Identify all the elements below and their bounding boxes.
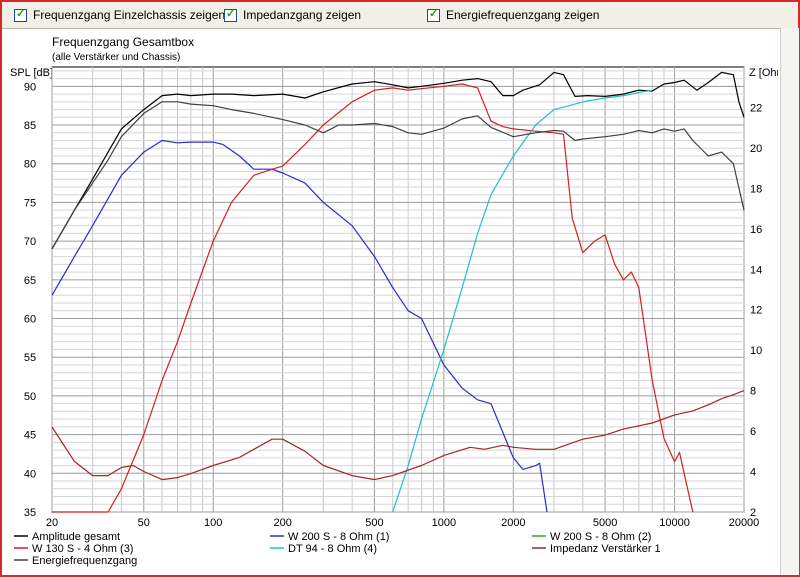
y2-tick-label: 14 [750,264,762,276]
series-line [392,89,653,513]
checkbox-box[interactable] [224,7,237,22]
legend-label: W 200 S - 8 Ohm (1) [288,531,389,543]
y-tick-label: 70 [24,236,36,248]
y2-tick-label: 22 [750,102,762,114]
y2-tick-label: 18 [750,183,762,195]
legend-label: DT 94 - 8 Ohm (4) [288,543,377,555]
series-line [51,139,548,513]
y2-tick-label: 4 [750,467,756,479]
legend-label: W 200 S - 8 Ohm (2) [550,531,651,543]
x-tick-label: 500 [365,517,383,529]
checkbox-impedanzgang[interactable]: Impedanzgang zeigen [224,7,362,22]
y2-axis-label: Z [Ohm] [749,67,778,79]
series-line [51,390,745,481]
legend-label: W 130 S - 4 Ohm (3) [32,543,133,555]
x-tick-label: 100 [204,517,222,529]
y-tick-label: 90 [24,81,36,93]
series-line [51,101,745,250]
checkbox-energiefrequenzgang[interactable]: Energiefrequenzgang zeigen [427,7,600,22]
y2-tick-label: 8 [750,386,756,398]
legend-label: Energiefrequenzgang [32,555,137,567]
checkbox-label: Energiefrequenzgang zeigen [446,8,600,22]
y-tick-label: 85 [24,120,36,132]
frequency-response-chart: Frequenzgang Gesamtbox (alle Verstärker … [10,35,778,567]
y-tick-label: 45 [24,430,36,442]
plot-area [51,66,745,513]
series-line [51,71,745,250]
legend-label: Impedanz Verstärker 1 [550,543,661,555]
y-axis-label: SPL [dB] [10,67,53,79]
vertical-scrollbar[interactable] [780,28,799,575]
series-line [52,83,694,513]
x-tick-label: 50 [138,517,150,529]
y-tick-label: 50 [24,391,36,403]
y-tick-label: 55 [24,352,36,364]
x-tick-label: 1000 [432,517,456,529]
y2-tick-label: 10 [750,345,762,357]
y-tick-label: 75 [24,197,36,209]
x-tick-label: 200 [273,517,291,529]
x-tick-label: 10000 [659,517,690,529]
checkbox-label: Frequenzgang Einzelchassis zeigen [33,8,226,22]
checkbox-box[interactable] [427,7,440,22]
y-tick-label: 80 [24,159,36,171]
y-tick-label: 65 [24,275,36,287]
axis-ticks: 20 50 100 200 500 1000 2000 5000 10000 20000 35 40 4… [24,81,762,529]
x-tick-label: 20000 [729,517,760,529]
chart-subtitle: (alle Verstärker und Chassis) [52,52,180,63]
x-tick-label: 5000 [593,517,617,529]
y2-tick-label: 20 [750,143,762,155]
checkbox-box[interactable] [14,7,27,22]
chart-title: Frequenzgang Gesamtbox [52,35,194,49]
series-lines [51,71,745,513]
legend: Amplitude gesamt W 200 S - 8 Ohm (1) W 200… [14,531,661,567]
checkbox-frequenzgang-einzelchassis[interactable]: Frequenzgang Einzelchassis zeigen [14,7,226,22]
legend-label: Amplitude gesamt [32,531,120,543]
x-tick-label: 2000 [501,517,525,529]
y2-tick-label: 12 [750,305,762,317]
y-tick-label: 35 [24,507,36,519]
y2-tick-label: 6 [750,426,756,438]
y2-tick-label: 16 [750,224,762,236]
y2-tick-label: 2 [750,507,756,519]
y-tick-label: 40 [24,468,36,480]
checkbox-label: Impedanzgang zeigen [243,8,362,22]
x-tick-label: 20 [46,517,58,529]
y-tick-label: 60 [24,314,36,326]
toolbar: Frequenzgang Einzelchassis zeigen Impeda… [2,2,798,29]
